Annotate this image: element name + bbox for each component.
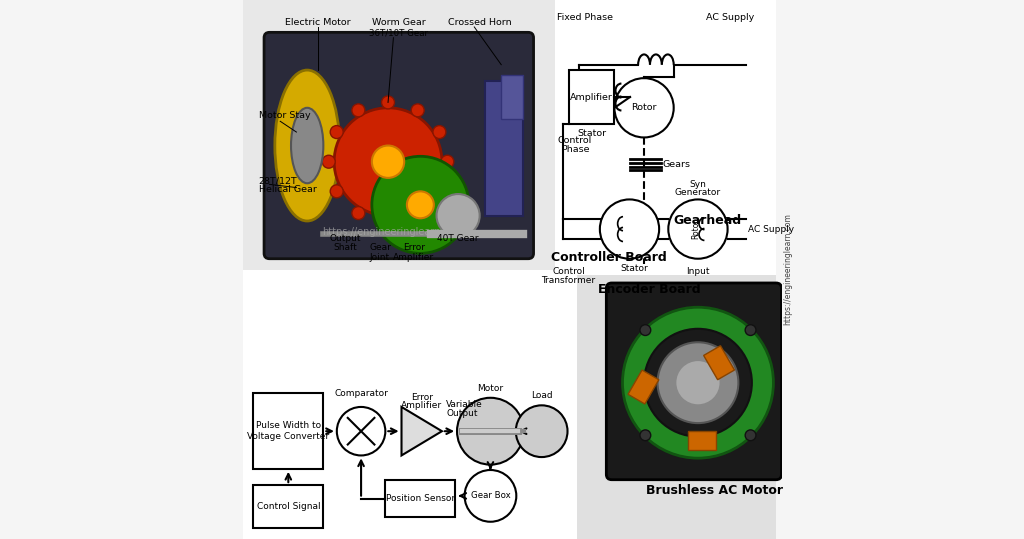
FancyBboxPatch shape bbox=[606, 283, 781, 480]
Text: Error: Error bbox=[411, 393, 433, 402]
Circle shape bbox=[382, 96, 394, 109]
FancyBboxPatch shape bbox=[253, 393, 324, 469]
Text: Control Signal: Control Signal bbox=[256, 502, 321, 511]
Circle shape bbox=[669, 199, 728, 259]
Text: Variable: Variable bbox=[446, 400, 483, 409]
Circle shape bbox=[337, 407, 385, 455]
Circle shape bbox=[330, 185, 343, 198]
Circle shape bbox=[745, 430, 756, 441]
Polygon shape bbox=[401, 407, 442, 455]
Bar bbox=[703, 345, 734, 380]
FancyBboxPatch shape bbox=[385, 480, 456, 517]
Text: Electric Motor: Electric Motor bbox=[285, 18, 351, 27]
Circle shape bbox=[323, 155, 335, 168]
Ellipse shape bbox=[291, 108, 324, 183]
Bar bbox=[555, 0, 776, 270]
Circle shape bbox=[644, 329, 752, 437]
Circle shape bbox=[433, 126, 445, 139]
Text: 40T Gear: 40T Gear bbox=[436, 234, 478, 243]
Circle shape bbox=[745, 324, 756, 335]
Bar bbox=[243, 270, 577, 539]
Circle shape bbox=[640, 430, 650, 441]
Text: 36T/10T Gear: 36T/10T Gear bbox=[370, 29, 428, 38]
Bar bbox=[628, 370, 658, 404]
Circle shape bbox=[441, 155, 454, 168]
Circle shape bbox=[433, 185, 445, 198]
Circle shape bbox=[352, 104, 365, 117]
FancyBboxPatch shape bbox=[264, 32, 534, 259]
Circle shape bbox=[372, 146, 404, 178]
Text: Joint: Joint bbox=[370, 253, 390, 261]
Text: Fixed Phase: Fixed Phase bbox=[557, 13, 612, 22]
Text: Crossed Horn: Crossed Horn bbox=[447, 18, 511, 27]
Text: Input: Input bbox=[686, 267, 710, 276]
Text: https://engineeringlearn.com: https://engineeringlearn.com bbox=[783, 213, 793, 326]
Text: Rotor: Rotor bbox=[632, 103, 656, 112]
Text: Shaft: Shaft bbox=[333, 244, 356, 252]
Text: Amplifier: Amplifier bbox=[401, 401, 442, 410]
Text: Output: Output bbox=[446, 409, 478, 418]
Text: Gear: Gear bbox=[369, 244, 391, 252]
Text: Gearhead: Gearhead bbox=[673, 215, 741, 227]
Text: Control: Control bbox=[558, 136, 592, 144]
Text: Comparator: Comparator bbox=[334, 389, 388, 398]
Text: Rotor: Rotor bbox=[691, 219, 699, 239]
Text: Helical Gear: Helical Gear bbox=[259, 185, 316, 194]
Circle shape bbox=[614, 78, 674, 137]
Text: Gears: Gears bbox=[663, 160, 691, 169]
Bar bbox=[501, 75, 523, 119]
Text: AC Supply: AC Supply bbox=[749, 225, 795, 233]
Text: Worm Gear: Worm Gear bbox=[372, 18, 426, 27]
Circle shape bbox=[372, 156, 469, 253]
Circle shape bbox=[657, 342, 738, 423]
FancyBboxPatch shape bbox=[253, 485, 324, 528]
Bar bbox=[555, 0, 776, 275]
Circle shape bbox=[436, 194, 479, 237]
Text: Controller Board: Controller Board bbox=[551, 251, 667, 264]
Circle shape bbox=[600, 199, 659, 259]
Circle shape bbox=[330, 126, 343, 139]
Circle shape bbox=[675, 360, 721, 405]
Text: Encoder Board: Encoder Board bbox=[598, 284, 700, 296]
Circle shape bbox=[352, 206, 365, 219]
Text: Motor: Motor bbox=[477, 384, 504, 392]
Text: Error: Error bbox=[402, 244, 425, 252]
Text: Load: Load bbox=[530, 391, 553, 400]
FancyBboxPatch shape bbox=[568, 70, 614, 124]
Text: AC Supply: AC Supply bbox=[707, 13, 755, 22]
Bar bbox=[243, 0, 555, 270]
Circle shape bbox=[457, 398, 524, 465]
Bar bbox=[485, 81, 523, 216]
Text: Brushless AC Motor: Brushless AC Motor bbox=[645, 484, 782, 497]
Circle shape bbox=[334, 108, 442, 216]
Circle shape bbox=[407, 191, 434, 218]
Text: Amplifier: Amplifier bbox=[393, 253, 434, 261]
Circle shape bbox=[640, 324, 650, 335]
Circle shape bbox=[412, 104, 424, 117]
Text: Stator: Stator bbox=[577, 129, 606, 138]
Text: Motor Stay: Motor Stay bbox=[259, 112, 310, 120]
Text: Transformer: Transformer bbox=[542, 276, 596, 285]
Text: Syn: Syn bbox=[689, 180, 707, 189]
Circle shape bbox=[623, 307, 773, 458]
Text: Stator: Stator bbox=[620, 264, 648, 273]
Text: Amplifier: Amplifier bbox=[570, 93, 613, 101]
Circle shape bbox=[465, 470, 516, 522]
Text: Control: Control bbox=[552, 267, 585, 276]
Text: Pulse Width to
Voltage Converter: Pulse Width to Voltage Converter bbox=[247, 421, 330, 441]
Circle shape bbox=[516, 405, 567, 457]
Text: 28T/12T: 28T/12T bbox=[259, 176, 297, 185]
Text: https://engineeringlearn.com: https://engineeringlearn.com bbox=[323, 227, 465, 237]
Text: Gear Box: Gear Box bbox=[471, 492, 510, 500]
Text: Phase: Phase bbox=[561, 145, 590, 154]
Text: Generator: Generator bbox=[675, 189, 721, 197]
Bar bbox=[688, 431, 716, 450]
Circle shape bbox=[382, 215, 394, 227]
Ellipse shape bbox=[274, 70, 340, 221]
Text: Position Sensor: Position Sensor bbox=[386, 494, 455, 503]
Bar bbox=[577, 270, 776, 539]
Circle shape bbox=[412, 206, 424, 219]
Text: Output: Output bbox=[329, 234, 360, 243]
